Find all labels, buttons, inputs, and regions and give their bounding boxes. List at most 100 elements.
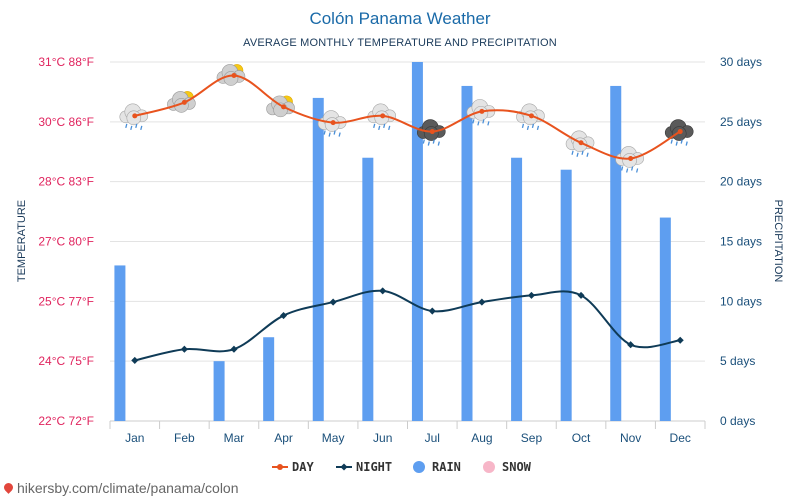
day-line — [134, 74, 681, 160]
rain-cloud-icon — [466, 99, 496, 126]
rain-bars — [114, 62, 671, 422]
day-point — [479, 108, 485, 114]
right-axis-label: PRECIPITATION — [772, 200, 784, 283]
night-point — [379, 287, 387, 295]
rain-bar — [114, 265, 126, 421]
night-point — [527, 291, 535, 299]
rain-drop — [383, 123, 386, 129]
rain-bar — [659, 217, 671, 421]
rain-cloud-icon — [119, 103, 149, 131]
rain-drop — [630, 166, 634, 171]
x-tick-label: Jun — [373, 431, 392, 445]
rain-bar — [511, 157, 523, 421]
x-tick-label: Mar — [224, 431, 245, 445]
rain-drop — [586, 152, 589, 157]
rain-drop — [323, 130, 326, 135]
day-point — [528, 113, 534, 119]
x-tick-label: Aug — [471, 431, 492, 445]
night-point — [131, 356, 139, 364]
rain-drop — [536, 125, 540, 131]
legend-swatch — [413, 461, 425, 473]
legend-item-night: NIGHT — [336, 460, 392, 474]
left-tick-label: 25°C 77°F — [38, 294, 94, 308]
location-pin-icon — [2, 481, 15, 494]
x-tick-label: May — [322, 431, 345, 445]
rain-bar — [362, 157, 374, 421]
legend-swatch — [483, 461, 495, 473]
right-tick-label: 5 days — [720, 354, 755, 368]
day-point — [181, 99, 187, 105]
night-point — [329, 298, 337, 306]
rain-drop — [135, 123, 138, 129]
rain-drop — [625, 168, 629, 173]
rain-drop — [620, 166, 624, 171]
rain-drop — [472, 119, 475, 124]
rain-drop — [521, 123, 525, 129]
rain-drop — [432, 139, 435, 144]
night-point — [280, 312, 288, 320]
rain-drop — [487, 121, 490, 126]
left-axis-ticks: 22°C 72°F 24°C 75°F 25°C 77°F 27°C 80°F 28°C… — [38, 55, 94, 428]
day-point — [429, 129, 435, 135]
rain-drop — [333, 130, 336, 135]
rain-drop — [328, 132, 331, 137]
rain-drop — [427, 141, 430, 146]
day-point — [330, 120, 336, 126]
sun-cloud-icon — [167, 91, 196, 113]
rain-drop — [338, 132, 341, 137]
legend-item-day: DAY — [272, 460, 314, 474]
night-point — [428, 307, 436, 315]
rain-bar — [411, 62, 423, 421]
legend-swatch-marker — [340, 463, 348, 471]
rain-bar — [312, 97, 324, 422]
rain-drop — [670, 139, 673, 144]
legend-item-snow: SNOW — [483, 460, 532, 474]
rain-drop — [526, 125, 530, 131]
left-tick-label: 28°C 83°F — [38, 175, 94, 189]
x-tick-label: Jul — [425, 431, 440, 445]
legend: DAY NIGHT RAIN SNOW — [272, 460, 532, 474]
rain-drop — [531, 123, 535, 129]
rain-drop — [388, 125, 391, 131]
right-tick-label: 0 days — [720, 414, 755, 428]
legend-label: DAY — [292, 460, 314, 474]
x-tick-label: Dec — [670, 431, 691, 445]
rain-bar — [461, 85, 473, 421]
night-point — [180, 345, 188, 353]
rain-drop — [378, 125, 381, 131]
night-point — [478, 298, 486, 306]
rain-drop — [140, 125, 143, 131]
legend-item-rain: RAIN — [413, 460, 461, 474]
rain-drop — [373, 123, 376, 129]
rain-drop — [422, 139, 425, 144]
rain-drop — [125, 123, 128, 129]
rain-drop — [130, 125, 133, 131]
source-text: hikersby.com/climate/panama/colon — [17, 480, 239, 496]
rain-drop — [576, 152, 579, 157]
day-point — [628, 155, 634, 161]
night-point — [230, 345, 238, 353]
night-line — [134, 289, 681, 362]
rain-bar — [560, 169, 572, 421]
right-tick-label: 10 days — [720, 294, 762, 308]
right-tick-label: 25 days — [720, 115, 762, 129]
left-axis-label: TEMPERATURE — [16, 200, 28, 282]
day-point — [578, 140, 584, 146]
day-point — [281, 104, 287, 110]
right-tick-label: 30 days — [720, 55, 762, 69]
chart-title: Colón Panama Weather — [309, 9, 490, 28]
rain-drop — [680, 139, 683, 144]
rain-drop — [581, 150, 584, 155]
source-credit[interactable]: hikersby.com/climate/panama/colon — [2, 480, 239, 496]
rain-bar — [263, 337, 275, 421]
x-tick-label: Feb — [174, 431, 195, 445]
legend-swatch-marker — [277, 464, 283, 470]
legend-label: RAIN — [432, 460, 461, 474]
x-tick-label: Jan — [125, 431, 144, 445]
day-point — [380, 113, 386, 119]
rain-drop — [482, 119, 485, 124]
rain-drop — [477, 121, 480, 126]
night-point — [577, 291, 585, 299]
day-point — [132, 113, 138, 119]
